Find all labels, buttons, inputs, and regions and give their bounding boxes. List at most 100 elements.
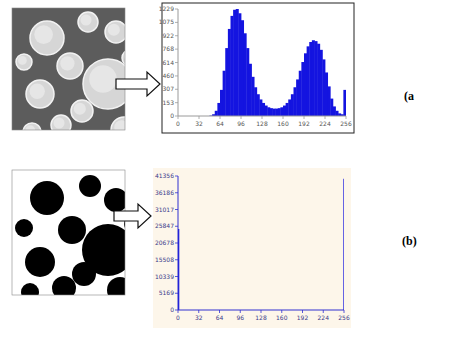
x-tick <box>325 116 326 119</box>
histogram-bar <box>241 20 244 116</box>
histogram-bar <box>325 72 328 116</box>
histogram-bar <box>296 79 299 116</box>
cell <box>107 277 125 295</box>
y-tick-label: 768 <box>163 45 175 52</box>
x-tick-label: 0 <box>176 120 180 127</box>
histogram-bar <box>317 44 320 116</box>
x-tick <box>304 116 305 119</box>
histogram-bar <box>273 109 276 116</box>
cell-highlight <box>74 103 86 115</box>
cell-highlight <box>114 120 125 130</box>
y-tick <box>175 75 178 76</box>
cell-highlight <box>89 65 117 93</box>
y-tick-label: 41356 <box>155 172 174 179</box>
y-tick-label: 1075 <box>159 18 174 25</box>
cell <box>30 181 64 215</box>
y-tick <box>175 9 178 10</box>
x-tick <box>240 310 241 313</box>
histogram-bar <box>278 108 281 116</box>
x-tick-label: 256 <box>340 120 352 127</box>
x-tick-label: 128 <box>255 314 267 321</box>
cell-highlight <box>60 56 74 70</box>
y-tick-label: 1229 <box>159 5 174 12</box>
cell-highlight <box>108 24 120 36</box>
cell-highlight <box>25 125 35 130</box>
y-tick-label: 0 <box>170 112 174 119</box>
histogram-bar <box>254 87 257 116</box>
histogram-bar <box>322 59 325 116</box>
y-tick <box>175 62 178 63</box>
histogram-bar <box>294 87 297 116</box>
x-tick-label: 256 <box>338 314 350 321</box>
x-tick <box>262 116 263 119</box>
y-tick-label: 5169 <box>159 289 174 296</box>
y-tick-label: 307 <box>163 85 175 92</box>
x-tick <box>241 116 242 119</box>
histogram-bar <box>312 40 315 116</box>
histogram-bar <box>330 99 333 116</box>
cell <box>104 188 125 212</box>
histogram-bar <box>179 310 344 311</box>
cell <box>105 21 125 43</box>
histogram-bar <box>343 90 346 116</box>
histogram-bar <box>259 99 262 116</box>
histogram-bar <box>333 106 336 116</box>
y-tick-label: 922 <box>163 32 175 39</box>
histogram-bar <box>267 107 270 116</box>
x-tick-label: 192 <box>298 120 310 127</box>
page: {"chart_data": [ {"type": "histogram", "… <box>0 0 461 345</box>
y-tick <box>175 310 178 311</box>
x-tick-label: 64 <box>216 120 224 127</box>
cell <box>30 21 64 55</box>
arrow <box>114 204 151 228</box>
photo-content <box>12 8 125 130</box>
histogram-bar <box>231 16 234 116</box>
y-tick-label: 20678 <box>155 239 174 246</box>
y-tick <box>175 293 178 294</box>
histogram-bar <box>233 10 236 116</box>
y-tick <box>175 89 178 90</box>
bars <box>178 179 344 310</box>
x-tick-label: 160 <box>277 120 289 127</box>
y-tick <box>175 243 178 244</box>
x-tick <box>323 310 324 313</box>
x-tick <box>302 310 303 313</box>
figure: 0326496128160192224256015330746061476892… <box>0 0 461 345</box>
cell <box>71 100 93 122</box>
histogram-bar <box>238 13 241 116</box>
x-tick-label: 224 <box>318 314 330 321</box>
histogram-bar <box>343 179 344 310</box>
histogram-bar <box>320 50 323 116</box>
x-tick-label: 32 <box>195 120 203 127</box>
y-tick-label: 36186 <box>155 189 174 196</box>
histogram-chart: 0326496128160192224256015330746061476892… <box>159 3 354 133</box>
x-tick <box>178 310 179 313</box>
histogram-bar <box>236 9 239 116</box>
x-tick-label: 160 <box>276 314 288 321</box>
histogram-bar <box>275 109 278 116</box>
y-tick <box>175 35 178 36</box>
histogram-bar <box>291 94 294 116</box>
cell <box>78 12 98 32</box>
histogram-bar <box>270 108 273 116</box>
x-tick <box>281 310 282 313</box>
x-tick-label: 128 <box>256 120 268 127</box>
histogram-bar <box>217 103 220 116</box>
y-tick <box>175 22 178 23</box>
cell <box>111 117 125 130</box>
cell <box>57 53 83 79</box>
y-tick <box>175 276 178 277</box>
y-tick <box>175 209 178 210</box>
histogram-bar <box>280 107 283 116</box>
x-tick <box>346 116 347 119</box>
photo <box>12 170 140 303</box>
histogram-bar <box>301 62 304 116</box>
panel-label: (a <box>404 89 414 103</box>
photo <box>12 8 138 143</box>
cell-highlight <box>18 56 27 65</box>
x-tick <box>199 116 200 119</box>
y-tick-label: 25847 <box>155 222 174 229</box>
histogram-bar <box>257 94 260 116</box>
y-tick-label: 15508 <box>155 256 174 263</box>
histogram-bar <box>299 71 302 116</box>
